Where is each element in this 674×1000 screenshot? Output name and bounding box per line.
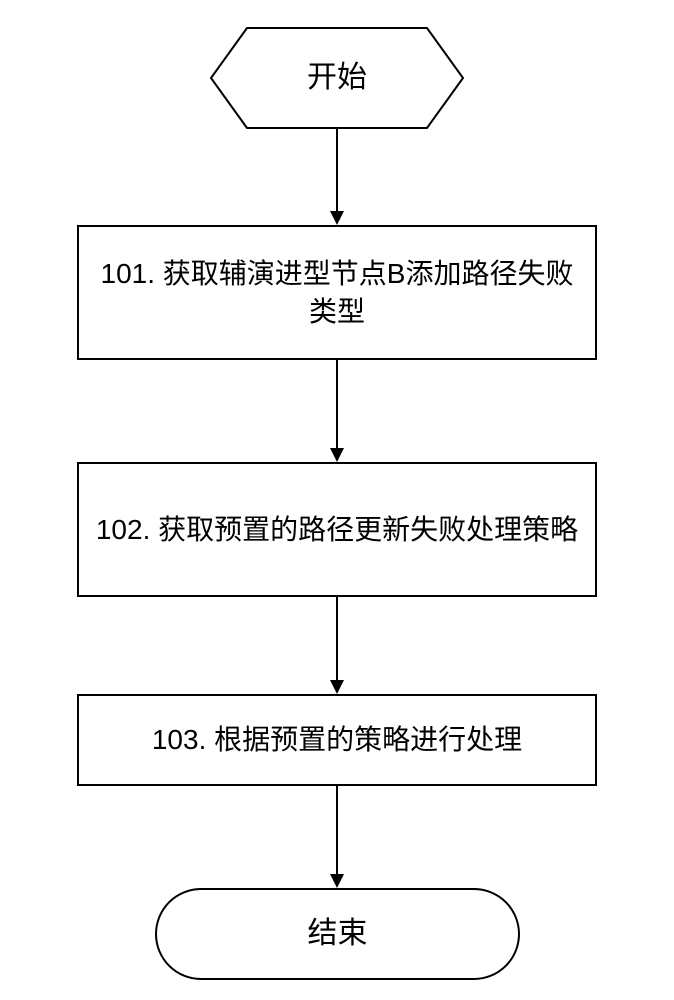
terminator-start: 开始: [211, 28, 463, 128]
step-102-label: 102. 获取预置的路径更新失败处理策略: [96, 511, 578, 549]
terminator-end: 结束: [155, 888, 520, 980]
step-101-label: 101. 获取辅演进型节点B添加路径失败类型: [93, 255, 581, 331]
process-step-101: 101. 获取辅演进型节点B添加路径失败类型: [77, 225, 597, 360]
end-label: 结束: [155, 888, 520, 980]
flowchart-canvas: 开始 101. 获取辅演进型节点B添加路径失败类型 102. 获取预置的路径更新…: [0, 0, 674, 1000]
process-step-102: 102. 获取预置的路径更新失败处理策略: [77, 462, 597, 597]
step-103-label: 103. 根据预置的策略进行处理: [152, 721, 522, 759]
process-step-103: 103. 根据预置的策略进行处理: [77, 694, 597, 786]
start-label: 开始: [211, 28, 463, 128]
